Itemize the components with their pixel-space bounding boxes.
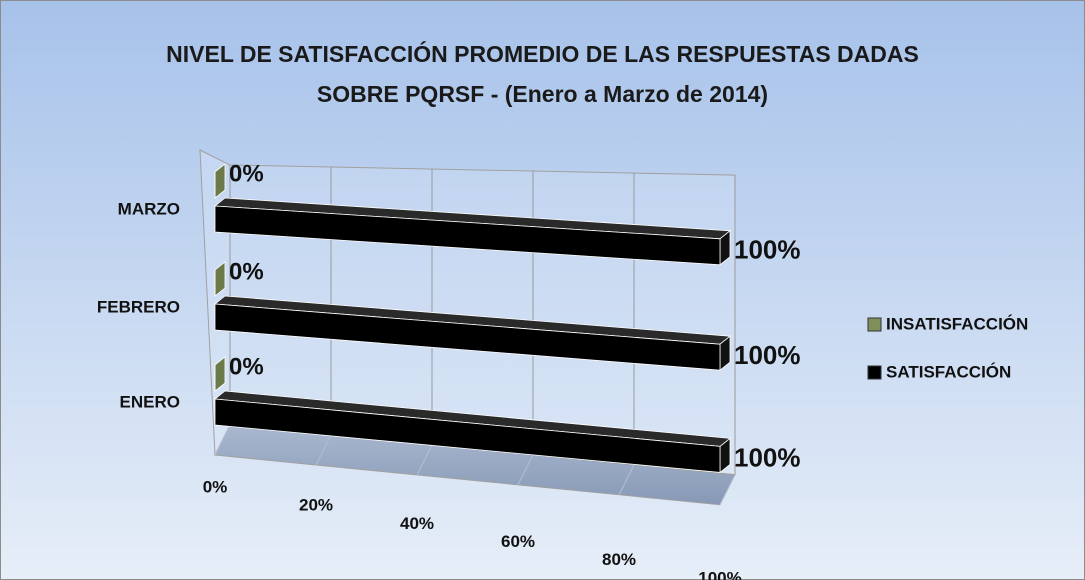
bar — [214, 163, 226, 199]
floor-grid-line — [214, 424, 231, 456]
x-tick-label: 0% — [203, 477, 228, 496]
bar — [214, 356, 226, 392]
y-tick-label: MARZO — [118, 199, 180, 218]
x-tick-label: 80% — [602, 550, 636, 569]
bar-front — [214, 398, 721, 473]
value-label: 0% — [229, 258, 264, 285]
bar-front — [214, 303, 721, 371]
bar-front — [214, 205, 721, 266]
bar — [214, 261, 226, 297]
floor-grid-line — [719, 474, 736, 505]
value-label: 100% — [734, 235, 801, 265]
legend-swatch — [867, 317, 882, 332]
x-tick-label: 20% — [299, 496, 333, 515]
chart-title: NIVEL DE SATISFACCIÓN PROMEDIO DE LAS RE… — [166, 41, 919, 107]
value-label: 0% — [229, 160, 264, 187]
value-label: 100% — [734, 340, 801, 370]
y-tick-label: ENERO — [120, 392, 180, 411]
floor-grid-line — [618, 464, 635, 495]
bar — [213, 295, 732, 372]
value-label: 0% — [229, 353, 264, 380]
x-tick-label: 60% — [501, 532, 535, 551]
y-tick-label: FEBRERO — [97, 297, 180, 316]
value-label: 100% — [734, 442, 801, 472]
floor-grid-line — [517, 454, 534, 486]
bar — [213, 197, 732, 266]
bar — [213, 390, 732, 474]
legend-label: SATISFACCIÓN — [886, 362, 1011, 381]
plot-area: 0% 20% 40% 60% 80% 100% ENERO 0% 100% FEBRERO 0% 10… — [97, 149, 801, 580]
floor-grid-line — [315, 434, 332, 466]
floor-grid-line — [416, 444, 433, 476]
x-tick-label: 100% — [698, 568, 741, 580]
x-tick-label: 40% — [400, 514, 434, 533]
legend-label: INSATISFACCIÓN — [886, 314, 1028, 333]
legend-swatch — [867, 365, 882, 380]
